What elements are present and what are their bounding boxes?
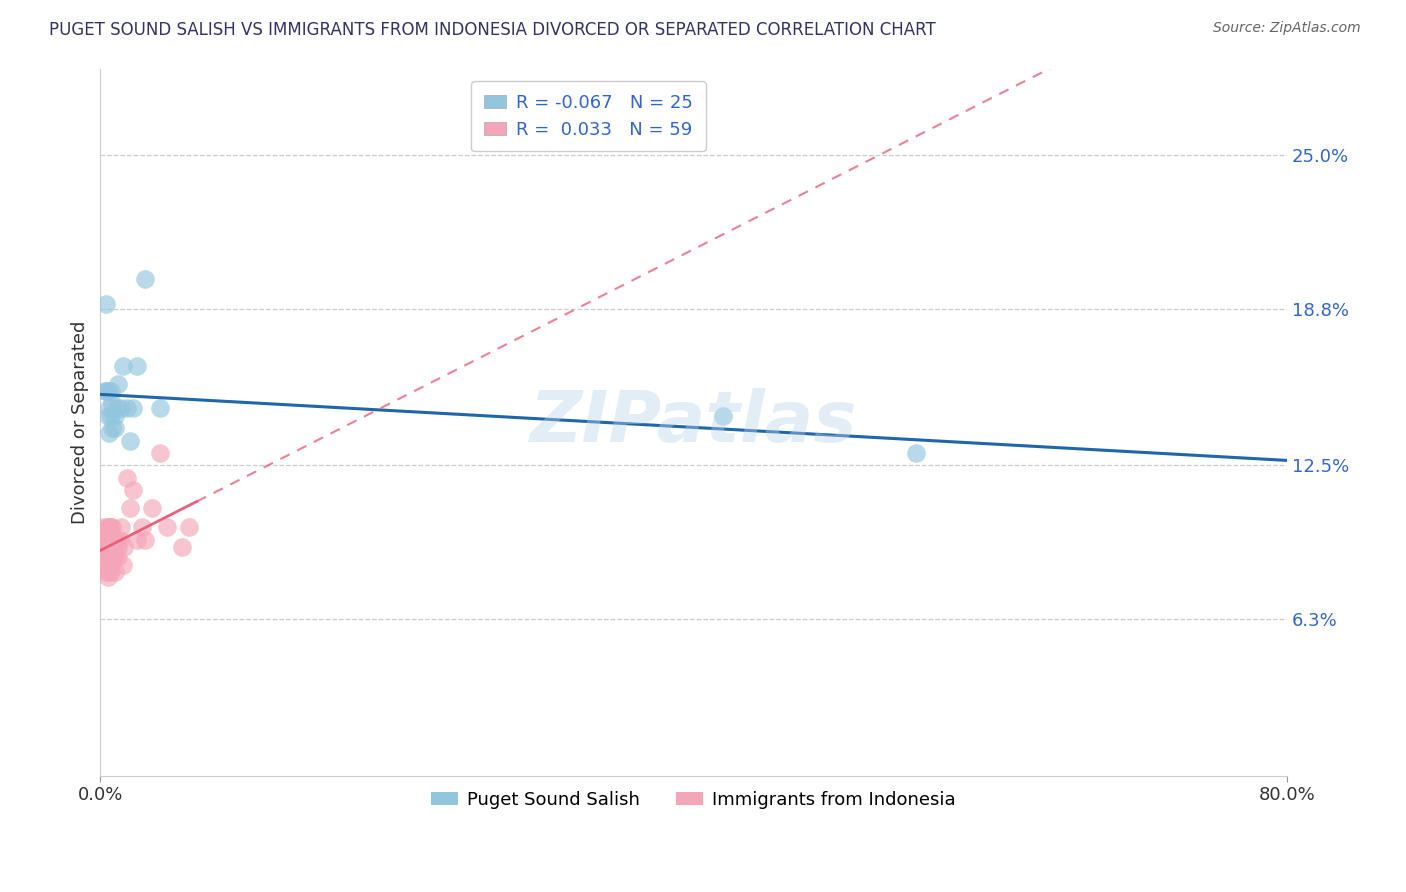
Point	[98, 533, 121, 547]
Point	[97, 384, 120, 398]
Point	[103, 541, 125, 555]
Point	[100, 558, 122, 572]
Point	[100, 541, 122, 555]
Point	[104, 421, 127, 435]
Point	[100, 520, 122, 534]
Point	[170, 541, 193, 555]
Point	[156, 520, 179, 534]
Point	[97, 570, 120, 584]
Point	[108, 533, 131, 547]
Point	[96, 384, 118, 398]
Text: Source: ZipAtlas.com: Source: ZipAtlas.com	[1213, 21, 1361, 35]
Point	[91, 520, 114, 534]
Point	[100, 533, 122, 547]
Point	[101, 541, 124, 555]
Point	[118, 500, 141, 515]
Point	[104, 533, 127, 547]
Point	[149, 446, 172, 460]
Point	[101, 520, 124, 534]
Point	[96, 565, 118, 579]
Point	[105, 401, 128, 416]
Point	[98, 558, 121, 572]
Point	[96, 525, 118, 540]
Point	[94, 525, 117, 540]
Point	[97, 541, 120, 555]
Point	[97, 520, 120, 534]
Point	[131, 520, 153, 534]
Point	[107, 376, 129, 391]
Point	[96, 550, 118, 565]
Point	[98, 520, 121, 534]
Point	[101, 533, 124, 547]
Point	[127, 359, 149, 374]
Text: PUGET SOUND SALISH VS IMMIGRANTS FROM INDONESIA DIVORCED OR SEPARATED CORRELATIO: PUGET SOUND SALISH VS IMMIGRANTS FROM IN…	[49, 21, 936, 38]
Point	[149, 401, 172, 416]
Point	[94, 541, 117, 555]
Point	[97, 541, 120, 555]
Point	[101, 421, 124, 435]
Point	[98, 533, 121, 547]
Point	[904, 446, 927, 460]
Point	[107, 541, 129, 555]
Point	[104, 409, 127, 423]
Point	[101, 396, 124, 410]
Point	[94, 533, 117, 547]
Point	[98, 426, 121, 441]
Point	[104, 565, 127, 579]
Legend: Puget Sound Salish, Immigrants from Indonesia: Puget Sound Salish, Immigrants from Indo…	[423, 783, 963, 816]
Point	[110, 520, 132, 534]
Point	[97, 550, 120, 565]
Point	[115, 471, 138, 485]
Point	[97, 409, 120, 423]
Point	[115, 401, 138, 416]
Point	[94, 384, 117, 398]
Point	[98, 401, 121, 416]
Point	[100, 409, 122, 423]
Point	[100, 565, 122, 579]
Point	[112, 541, 135, 555]
Point	[103, 550, 125, 565]
Point	[98, 550, 121, 565]
Point	[94, 550, 117, 565]
Point	[96, 533, 118, 547]
Y-axis label: Divorced or Separated: Divorced or Separated	[72, 320, 89, 524]
Point	[111, 359, 134, 374]
Point	[98, 565, 121, 579]
Point	[96, 297, 118, 311]
Text: ZIPatlas: ZIPatlas	[530, 387, 858, 457]
Point	[134, 272, 156, 286]
Point	[141, 500, 163, 515]
Point	[711, 409, 734, 423]
Point	[179, 520, 201, 534]
Point	[107, 550, 129, 565]
Point	[105, 533, 128, 547]
Point	[118, 434, 141, 448]
Point	[97, 533, 120, 547]
Point	[91, 541, 114, 555]
Point	[122, 483, 145, 498]
Point	[97, 520, 120, 534]
Point	[96, 541, 118, 555]
Point	[101, 550, 124, 565]
Point	[110, 401, 132, 416]
Point	[98, 541, 121, 555]
Point	[97, 558, 120, 572]
Point	[111, 558, 134, 572]
Point	[122, 401, 145, 416]
Point	[97, 533, 120, 547]
Point	[134, 533, 156, 547]
Point	[127, 533, 149, 547]
Point	[104, 550, 127, 565]
Point	[100, 384, 122, 398]
